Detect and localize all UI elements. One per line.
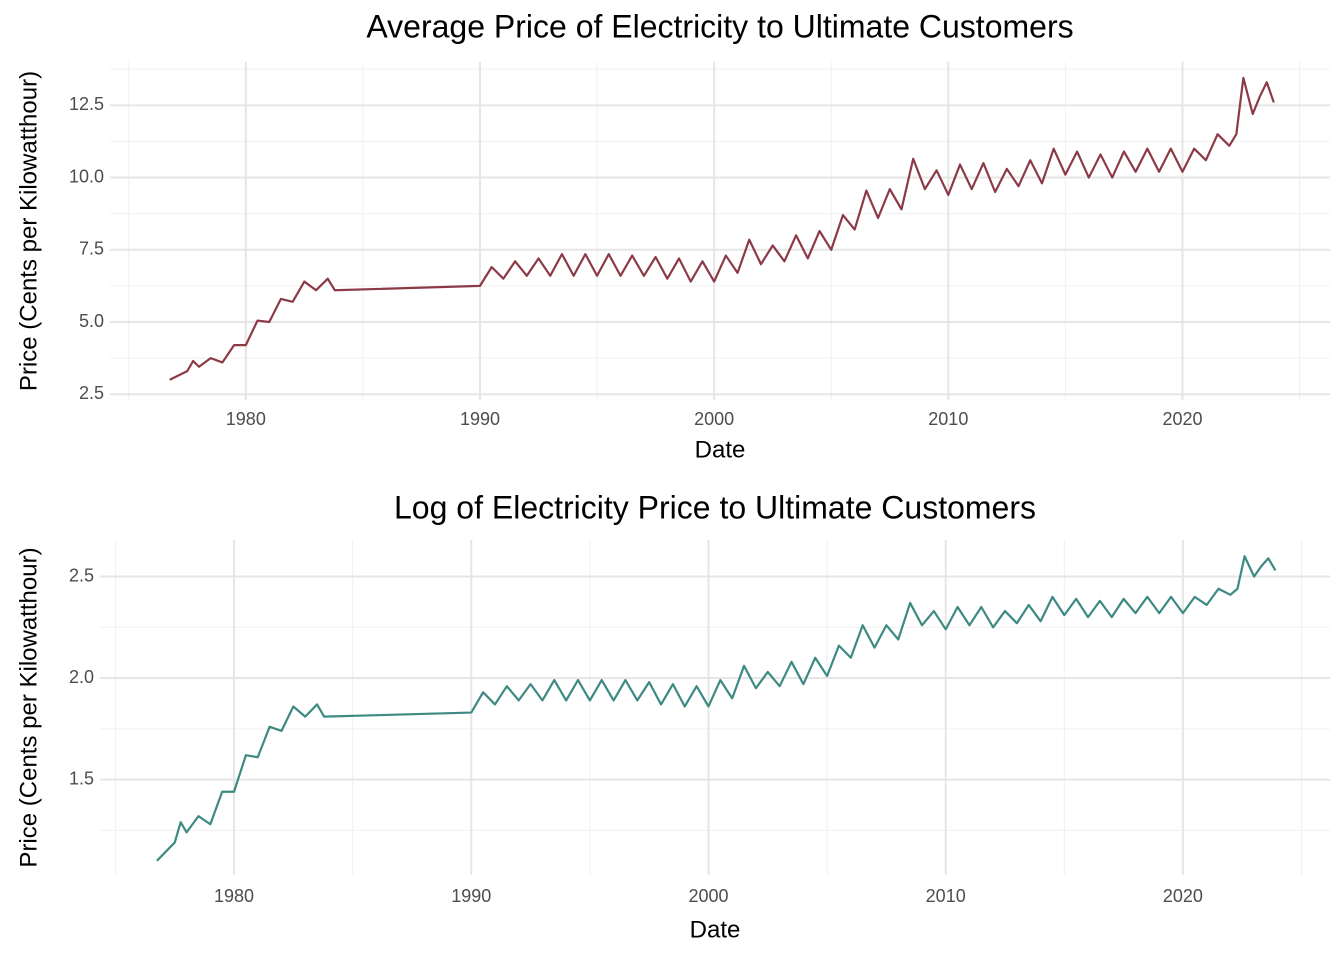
x-tick-label: 1990 — [460, 409, 500, 429]
y-tick-label: 10.0 — [69, 166, 104, 186]
x-axis-title: Date — [690, 916, 741, 943]
y-tick-label: 2.5 — [69, 565, 94, 585]
x-tick-label: 2010 — [926, 886, 966, 906]
x-tick-label: 2020 — [1163, 886, 1203, 906]
chart-title: Average Price of Electricity to Ultimate… — [366, 8, 1073, 44]
x-tick-label: 1990 — [451, 886, 491, 906]
y-tick-label: 1.5 — [69, 768, 94, 788]
x-tick-label: 2020 — [1162, 409, 1202, 429]
line — [169, 76, 1275, 381]
x-tick-label: 2010 — [928, 409, 968, 429]
y-tick-label: 2.0 — [69, 667, 94, 687]
y-tick-label: 7.5 — [79, 239, 104, 259]
y-tick-label: 5.0 — [79, 311, 104, 331]
chart-title: Log of Electricity Price to Ultimate Cus… — [394, 489, 1036, 525]
x-tick-label: 2000 — [688, 886, 728, 906]
x-tick-label: 2000 — [694, 409, 734, 429]
y-axis-title: Price (Cents per Kilowatthour) — [15, 71, 42, 391]
x-tick-label: 1980 — [226, 409, 266, 429]
x-axis-title: Date — [695, 436, 746, 463]
y-axis-title: Price (Cents per Kilowatthour) — [15, 547, 42, 867]
x-tick-label: 1980 — [214, 886, 254, 906]
y-tick-label: 12.5 — [69, 94, 104, 114]
y-tick-label: 2.5 — [79, 383, 104, 403]
line — [156, 555, 1277, 862]
